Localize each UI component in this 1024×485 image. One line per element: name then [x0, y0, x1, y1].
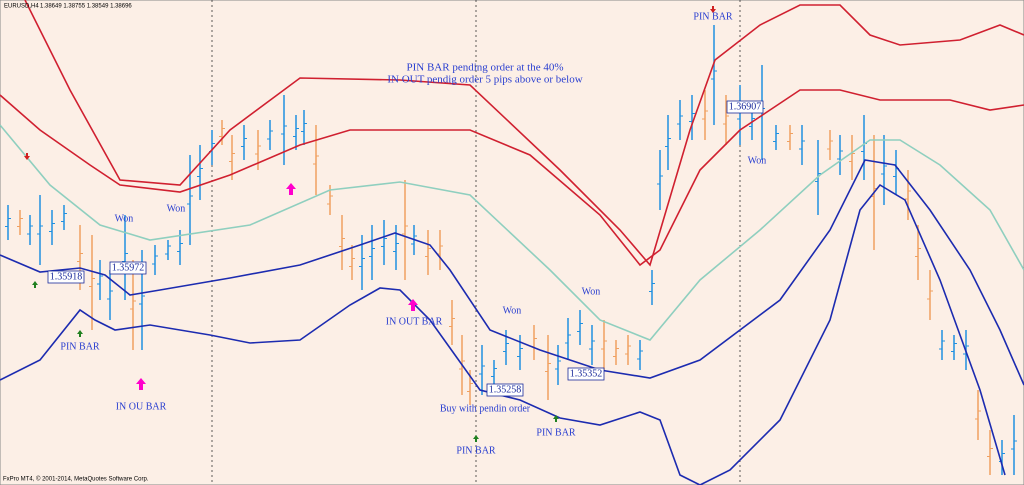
- annotation: PIN BAR: [60, 341, 100, 352]
- annotation: Won: [582, 286, 601, 297]
- magenta-arrows: [136, 183, 418, 390]
- annotation: PIN BAR: [693, 11, 733, 22]
- note: IN OUT pendig order 5 pips above or belo…: [387, 74, 582, 86]
- note: PIN BAR pending order at the 40%: [406, 62, 563, 74]
- price-label-box: [486, 383, 524, 397]
- price-label: 1.35918: [50, 271, 83, 282]
- price-label-box: [567, 367, 605, 381]
- footer: FxPro MT4, © 2001-2014, MetaQuotes Softw…: [3, 476, 149, 483]
- annotations: PIN BAR Won Won Won Won Won PIN BAR IN OU BAR IN…: [60, 11, 766, 456]
- annotation: IN OUT BAR: [386, 316, 443, 327]
- middle-band: [0, 124, 1024, 341]
- price-label-box: [109, 261, 147, 275]
- lower-outer-band: [0, 183, 1006, 485]
- price-label: 1.35258: [489, 384, 522, 395]
- price-label-box: [47, 270, 85, 284]
- annotation: IN OU BAR: [116, 401, 167, 412]
- price-label: 1.36907: [729, 101, 762, 112]
- period-separators: [211, 0, 741, 485]
- annotation: PIN BAR: [536, 427, 576, 438]
- price-labels: 1.36907 1.35918 1.35972 1.35258 1.35352: [47, 100, 764, 397]
- annotation: Buy with pendin order: [440, 403, 531, 414]
- lower-inner-band: [0, 159, 1024, 386]
- price-label-box: [726, 100, 764, 114]
- red-arrows: [24, 6, 716, 160]
- upper-inner-band: [0, 89, 1024, 267]
- annotation: Won: [503, 305, 522, 316]
- green-arrows: [32, 281, 559, 442]
- price-label: 1.35972: [112, 262, 145, 273]
- symbol: EURUSD,H4: [4, 4, 39, 10]
- annotation: PIN BAR: [456, 445, 496, 456]
- quote: 1.38649 1.38755 1.38549 1.38696: [40, 4, 132, 10]
- annotation: Won: [115, 213, 134, 224]
- annotation: Won: [748, 155, 767, 166]
- price-label: 1.35352: [570, 368, 603, 379]
- upper-outer-band: [24, 0, 1024, 267]
- annotation: Won: [167, 203, 186, 214]
